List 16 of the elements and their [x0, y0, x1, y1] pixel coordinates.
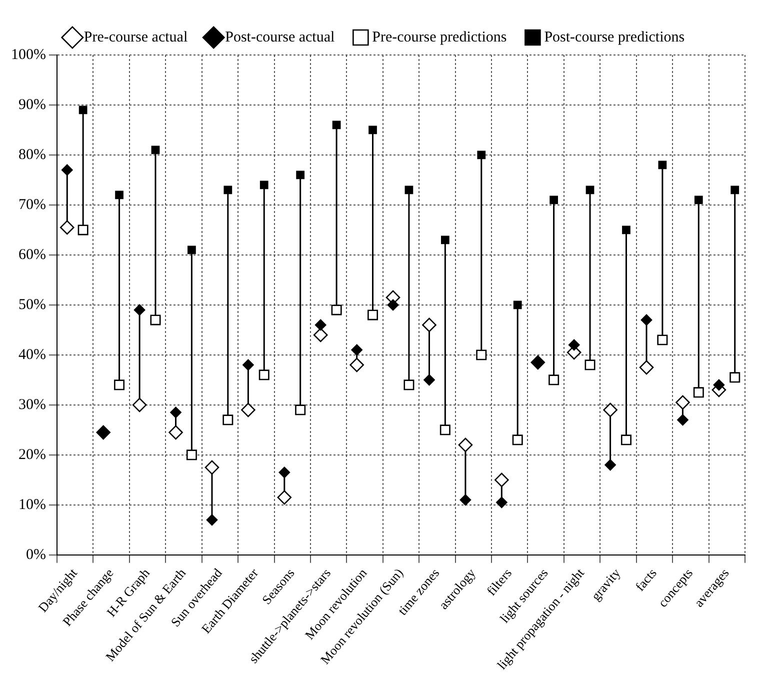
y-tick-label: 60%: [18, 246, 46, 263]
legend-label: Post-course predictions: [544, 29, 685, 46]
y-tick-label: 0%: [26, 546, 46, 563]
x-tick-label: facts: [632, 565, 660, 594]
legend-label: Post-course actual: [225, 29, 335, 46]
y-tick-label: 10%: [18, 496, 46, 513]
legend-label: Pre-course predictions: [372, 29, 507, 46]
y-tick-label: 20%: [18, 446, 46, 463]
y-tick-label: 40%: [18, 346, 46, 363]
y-tick-label: 90%: [18, 96, 46, 113]
y-tick-label: 70%: [18, 196, 46, 213]
y-tick-label: 80%: [18, 146, 46, 163]
y-tick-label: 50%: [18, 296, 46, 313]
legend-label: Pre-course actual: [84, 29, 188, 46]
y-tick-label: 30%: [18, 396, 46, 413]
y-tick-label: 100%: [10, 46, 46, 63]
